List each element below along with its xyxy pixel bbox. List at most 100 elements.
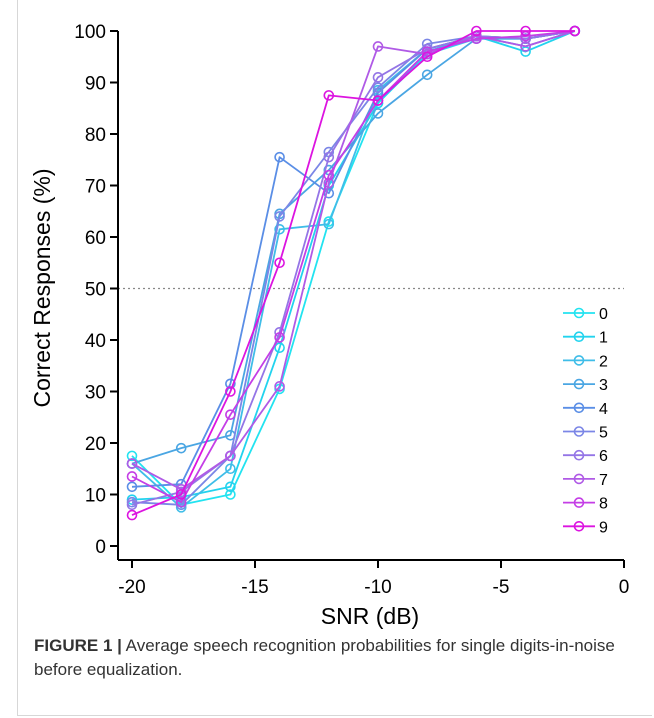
legend-label: 0 <box>599 306 608 323</box>
legend-swatch-marker <box>573 473 585 485</box>
series-line <box>131 30 576 491</box>
legend-entry-5: 5 <box>563 425 608 442</box>
series-2 <box>126 25 581 513</box>
data-point <box>126 509 138 521</box>
legend-swatch-marker <box>573 497 585 508</box>
x-tick-label: -20 <box>118 577 145 598</box>
line-chart: 0 10 20 30 40 50 60 70 80 90 100 -20 -15 -10 -5 0 0 1 2 3 4… <box>29 22 629 629</box>
figure-caption: FIGURE 1 | Average speech recognition pr… <box>34 634 640 682</box>
legend-entry-0: 0 <box>563 306 608 323</box>
data-point <box>372 82 384 93</box>
legend-swatch-marker <box>573 331 585 343</box>
legend-swatch-marker <box>573 378 585 390</box>
data-point <box>225 463 236 475</box>
data-point <box>323 90 335 101</box>
data-point <box>175 489 187 500</box>
data-point <box>274 211 285 222</box>
series-5 <box>126 25 581 511</box>
y-tick-label: 80 <box>85 125 106 146</box>
data-point <box>126 458 138 469</box>
legend-label: 1 <box>599 330 608 347</box>
data-point <box>175 442 187 454</box>
y-tick-label: 0 <box>95 537 106 558</box>
data-point <box>274 332 285 343</box>
y-tick-label: 60 <box>85 228 106 249</box>
y-tick-label: 90 <box>85 74 106 95</box>
figure-frame <box>17 0 652 716</box>
data-point <box>372 72 384 83</box>
legend-swatch-marker <box>573 449 585 461</box>
series-line <box>131 30 575 506</box>
x-tick-label: -5 <box>493 577 510 598</box>
data-point <box>471 33 482 45</box>
legend-swatch-marker <box>573 520 585 532</box>
y-tick-label: 10 <box>85 486 106 507</box>
data-point <box>421 69 433 81</box>
data-point <box>225 489 236 500</box>
data-point <box>175 496 187 508</box>
data-point <box>569 25 581 37</box>
data-point <box>372 95 384 106</box>
data-point <box>274 151 285 163</box>
x-tick-label: -10 <box>364 577 391 598</box>
legend-label: 4 <box>599 401 608 418</box>
data-point <box>126 471 138 482</box>
series-9 <box>126 25 581 521</box>
x-axis-title: SNR (dB) <box>321 603 419 629</box>
legend-entry-2: 2 <box>563 353 608 370</box>
y-tick-label: 100 <box>74 22 106 43</box>
data-point <box>225 386 236 397</box>
data-point <box>520 25 531 37</box>
legend-label: 2 <box>599 353 608 370</box>
legend-swatch-marker <box>573 307 585 319</box>
series-6 <box>126 25 581 511</box>
y-tick-label: 30 <box>85 383 106 404</box>
y-axis-title: Correct Responses (%) <box>29 168 55 407</box>
legend-label: 8 <box>599 496 608 513</box>
legend-entry-4: 4 <box>563 401 608 418</box>
data-point <box>126 481 138 493</box>
series-line <box>131 30 575 516</box>
caption-label: FIGURE 1 | <box>34 636 122 655</box>
data-point <box>225 481 236 493</box>
legend-label: 9 <box>599 519 608 536</box>
data-point <box>274 257 285 269</box>
y-tick-label: 70 <box>85 177 106 198</box>
legend-label: 5 <box>599 425 608 442</box>
data-point <box>274 381 285 392</box>
data-point <box>323 169 335 181</box>
data-point <box>520 41 531 52</box>
legend-entry-1: 1 <box>563 330 608 347</box>
series-line <box>131 30 575 506</box>
x-tick-label: 0 <box>619 577 630 598</box>
data-point <box>372 108 384 119</box>
legend-label: 3 <box>599 377 608 394</box>
data-point <box>274 223 285 235</box>
series-3 <box>126 25 581 469</box>
series-line <box>131 30 576 509</box>
legend-entry-3: 3 <box>563 377 608 394</box>
data-point <box>323 187 335 199</box>
y-tick-label: 50 <box>85 280 106 301</box>
data-point <box>323 151 335 163</box>
series-line <box>131 30 576 501</box>
series-line <box>131 30 575 506</box>
data-point <box>421 51 433 63</box>
legend-entry-9: 9 <box>563 519 608 536</box>
legend-swatch-marker <box>573 402 585 414</box>
y-tick-label: 20 <box>85 434 106 455</box>
legend-entry-8: 8 <box>563 496 608 513</box>
data-point <box>323 218 335 230</box>
x-tick-label: -15 <box>241 577 268 598</box>
data-point <box>372 41 384 52</box>
series-line <box>131 30 575 504</box>
legend-label: 6 <box>599 448 608 465</box>
legend-swatch-marker <box>573 426 585 437</box>
series-line <box>131 30 575 465</box>
caption-text: Average speech recognition probabilities… <box>34 636 615 679</box>
data-point <box>126 499 138 511</box>
data-point <box>225 450 236 462</box>
y-tick-label: 40 <box>85 331 106 352</box>
legend: 0 1 2 3 4 5 6 7 8 9 <box>563 306 608 536</box>
